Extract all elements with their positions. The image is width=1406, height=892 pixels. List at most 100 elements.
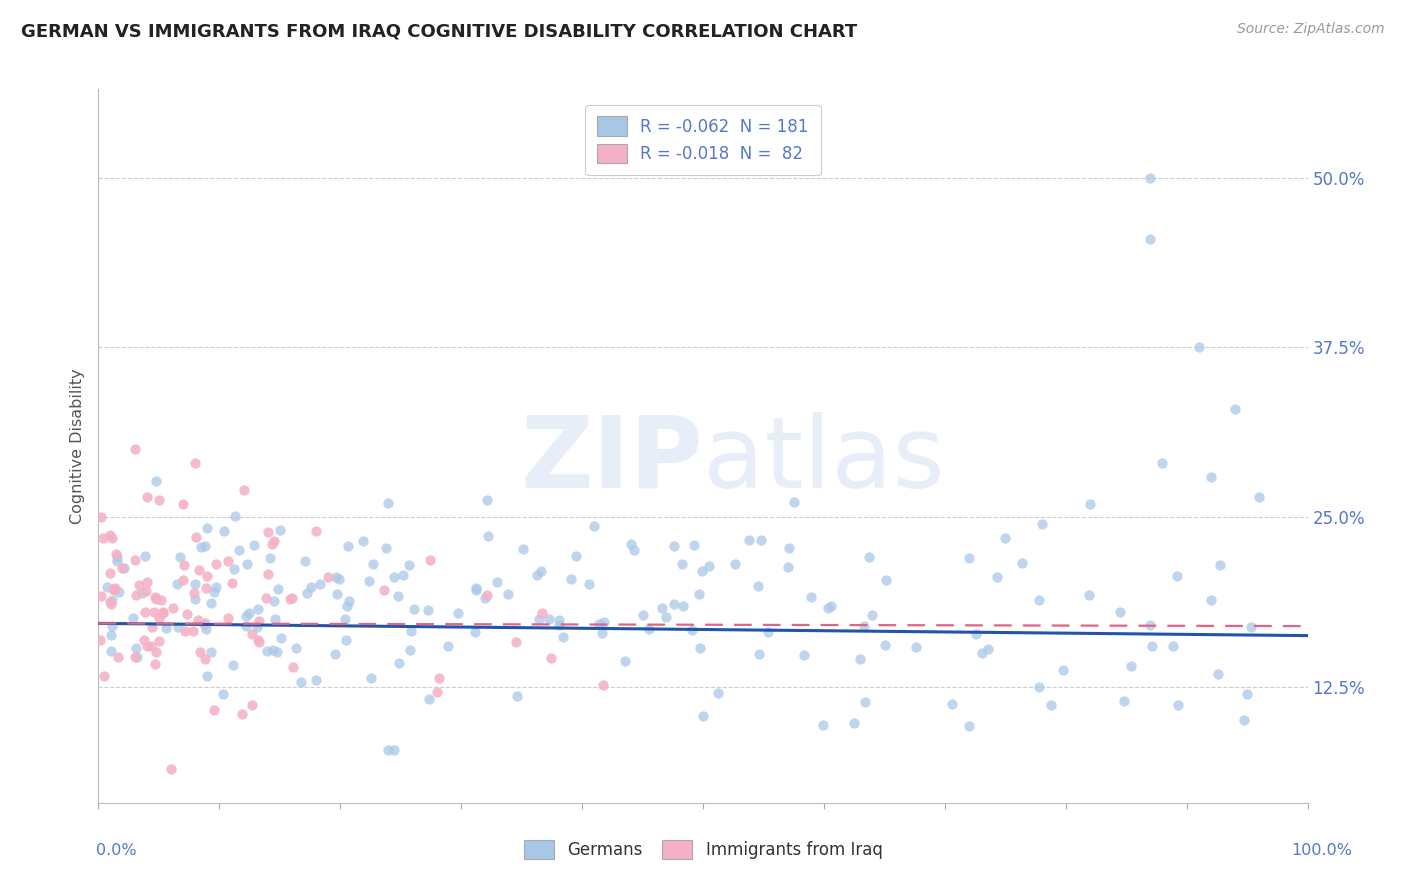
- Point: [166, 577, 188, 591]
- Point: [269, 524, 291, 538]
- Point: [205, 558, 228, 572]
- Point: [202, 584, 225, 599]
- Point: [96, 580, 118, 594]
- Point: [100, 598, 122, 612]
- Point: [957, 719, 980, 733]
- Point: [724, 557, 747, 571]
- Point: [136, 575, 159, 590]
- Point: [1206, 667, 1229, 681]
- Text: 0.0%: 0.0%: [96, 843, 136, 858]
- Point: [195, 568, 218, 582]
- Point: [1249, 490, 1271, 504]
- Point: [683, 539, 706, 553]
- Point: [1028, 592, 1050, 607]
- Point: [174, 624, 197, 639]
- Point: [172, 497, 194, 511]
- Y-axis label: Cognitive Disability: Cognitive Disability: [70, 368, 86, 524]
- Point: [184, 456, 207, 470]
- Point: [145, 645, 167, 659]
- Point: [875, 574, 897, 588]
- Point: [148, 493, 170, 508]
- Point: [359, 574, 381, 588]
- Point: [281, 591, 304, 605]
- Point: [224, 509, 246, 524]
- Point: [862, 608, 884, 623]
- Point: [623, 542, 645, 557]
- Point: [190, 645, 212, 659]
- Point: [756, 624, 779, 639]
- Point: [486, 574, 509, 589]
- Point: [176, 607, 198, 622]
- Point: [620, 537, 643, 551]
- Text: GERMAN VS IMMIGRANTS FROM IRAQ COGNITIVE DISABILITY CORRELATION CHART: GERMAN VS IMMIGRANTS FROM IRAQ COGNITIVE…: [21, 22, 858, 40]
- Point: [1112, 694, 1135, 708]
- Point: [474, 591, 496, 605]
- Point: [560, 573, 582, 587]
- Point: [1140, 639, 1163, 653]
- Point: [965, 627, 987, 641]
- Point: [143, 657, 166, 672]
- Point: [377, 495, 399, 509]
- Point: [593, 615, 616, 629]
- Point: [1052, 663, 1074, 677]
- Point: [352, 534, 374, 549]
- Point: [155, 621, 177, 635]
- Point: [240, 627, 263, 641]
- Point: [294, 554, 316, 568]
- Point: [361, 558, 384, 572]
- Point: [246, 620, 269, 634]
- Point: [388, 656, 411, 670]
- Point: [651, 600, 673, 615]
- Point: [316, 570, 339, 584]
- Point: [778, 541, 800, 555]
- Point: [527, 611, 550, 625]
- Point: [162, 601, 184, 615]
- Point: [337, 593, 360, 607]
- Point: [254, 591, 277, 605]
- Point: [426, 685, 449, 699]
- Point: [305, 673, 328, 687]
- Point: [690, 565, 713, 579]
- Point: [247, 614, 270, 628]
- Point: [190, 540, 212, 554]
- Point: [614, 654, 637, 668]
- Point: [377, 743, 399, 757]
- Point: [141, 620, 163, 634]
- Point: [853, 695, 876, 709]
- Point: [295, 586, 318, 600]
- Point: [249, 634, 271, 648]
- Point: [111, 560, 134, 574]
- Point: [222, 562, 245, 576]
- Point: [530, 607, 553, 621]
- Point: [263, 534, 285, 549]
- Point: [336, 539, 359, 553]
- Point: [135, 584, 157, 599]
- Point: [1166, 569, 1188, 583]
- Point: [184, 591, 207, 606]
- Point: [1078, 497, 1101, 511]
- Point: [416, 603, 439, 617]
- Point: [194, 540, 217, 554]
- Point: [475, 589, 498, 603]
- Point: [160, 762, 183, 776]
- Point: [464, 583, 486, 598]
- Point: [98, 566, 121, 580]
- Point: [124, 442, 146, 457]
- Point: [419, 553, 441, 567]
- Point: [150, 593, 173, 607]
- Point: [591, 626, 613, 640]
- Point: [1199, 593, 1222, 607]
- Point: [1039, 698, 1062, 712]
- Point: [333, 612, 356, 626]
- Point: [382, 743, 405, 757]
- Point: [1233, 713, 1256, 727]
- Point: [1078, 588, 1101, 602]
- Point: [124, 553, 146, 567]
- Point: [194, 622, 217, 636]
- Point: [194, 581, 217, 595]
- Point: [107, 650, 129, 665]
- Point: [565, 549, 588, 564]
- Point: [592, 678, 614, 692]
- Point: [548, 613, 571, 627]
- Point: [512, 541, 534, 556]
